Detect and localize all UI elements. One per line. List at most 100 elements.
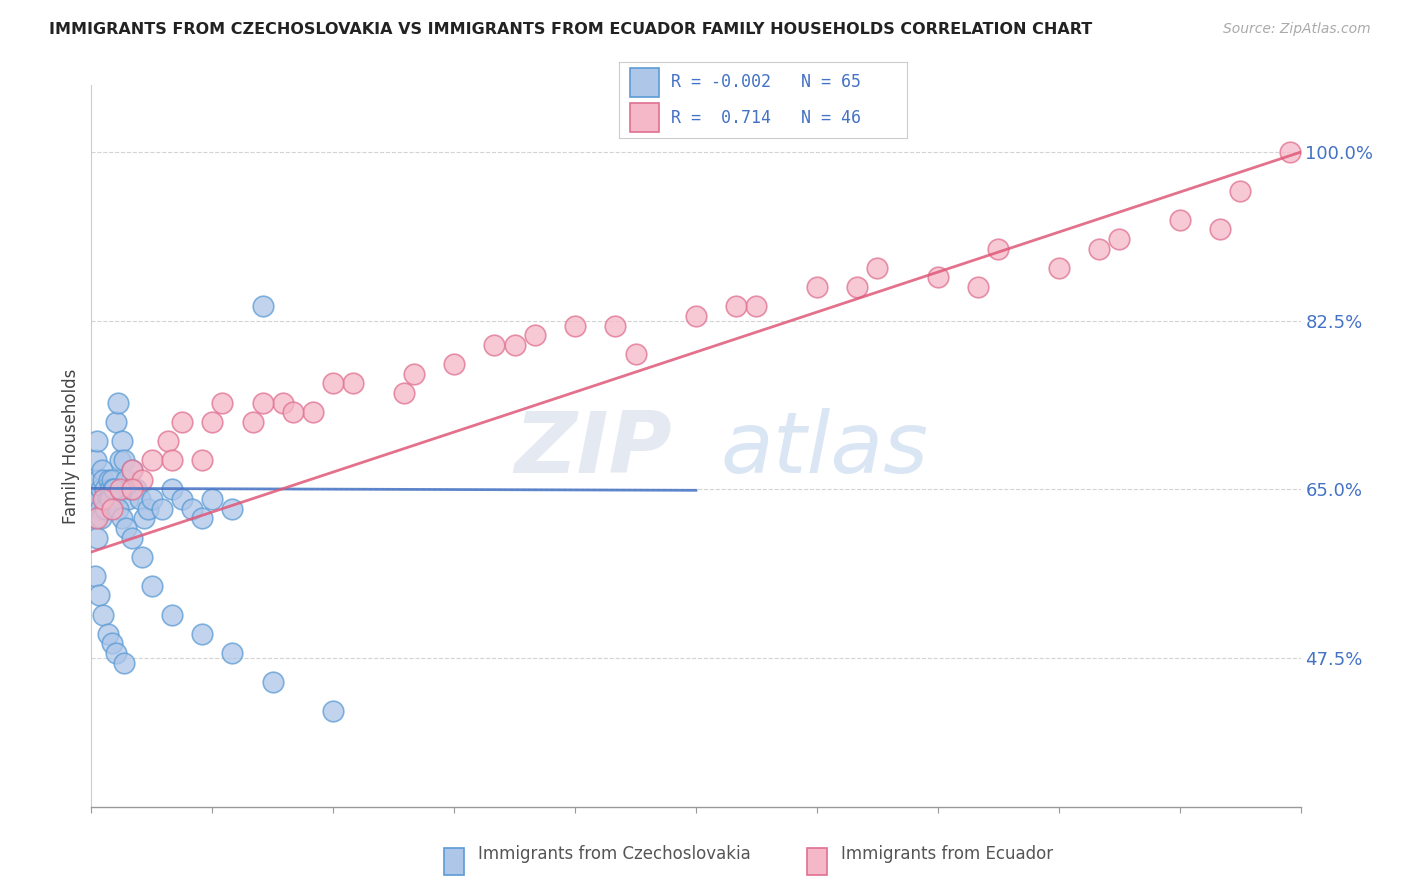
Point [160, 483, 183, 497]
Point [402, 367, 425, 381]
Point [181, 501, 204, 516]
Point [96, 627, 118, 641]
Point [89, 491, 111, 506]
Point [98, 483, 121, 497]
Point [342, 376, 364, 391]
Point [121, 463, 143, 477]
Point [97, 473, 120, 487]
Point [1229, 184, 1251, 198]
Point [302, 405, 325, 419]
Point [160, 453, 183, 467]
Text: atlas: atlas [720, 409, 928, 491]
Point [191, 511, 214, 525]
Point [523, 328, 546, 343]
Point [443, 357, 465, 371]
Point [967, 280, 990, 294]
Point [624, 347, 647, 361]
Point [93, 473, 115, 487]
Point [108, 483, 131, 497]
Point [100, 473, 122, 487]
Point [156, 434, 179, 449]
Bar [630, 103, 659, 132]
Point [100, 501, 122, 516]
Point [86, 453, 108, 467]
Point [114, 521, 136, 535]
Point [107, 395, 129, 409]
Point [84, 569, 107, 583]
Point [1209, 222, 1232, 236]
Point [89, 501, 111, 516]
Point [89, 588, 111, 602]
Point [221, 501, 243, 516]
Point [132, 511, 155, 525]
Point [90, 483, 112, 497]
Point [100, 636, 122, 650]
Point [987, 242, 1010, 256]
Point [1108, 232, 1130, 246]
Point [96, 491, 118, 506]
Point [150, 501, 173, 516]
Point [172, 491, 194, 506]
Bar [630, 68, 659, 96]
Point [94, 483, 117, 497]
Point [93, 491, 115, 506]
Point [271, 395, 294, 409]
Text: Immigrants from Czechoslovakia: Immigrants from Czechoslovakia [478, 845, 751, 863]
Point [141, 453, 163, 467]
Point [262, 675, 284, 690]
Point [101, 483, 124, 497]
Point [806, 280, 828, 294]
Point [98, 491, 121, 506]
Point [93, 491, 115, 506]
Text: Source: ZipAtlas.com: Source: ZipAtlas.com [1223, 22, 1371, 37]
Point [503, 338, 526, 352]
Point [114, 473, 136, 487]
Point [86, 511, 108, 525]
Point [211, 395, 233, 409]
Point [136, 501, 159, 516]
Point [846, 280, 869, 294]
Point [121, 531, 143, 545]
Point [112, 453, 135, 467]
Point [108, 453, 131, 467]
Point [128, 491, 150, 506]
Point [112, 656, 135, 670]
Text: Immigrants from Ecuador: Immigrants from Ecuador [841, 845, 1053, 863]
Text: R =  0.714   N = 46: R = 0.714 N = 46 [671, 109, 860, 127]
Point [86, 434, 108, 449]
Point [100, 491, 122, 506]
Point [191, 453, 214, 467]
Y-axis label: Family Households: Family Households [62, 368, 80, 524]
Point [104, 646, 127, 660]
Point [91, 463, 114, 477]
Point [107, 501, 129, 516]
Point [221, 646, 243, 660]
Point [201, 415, 224, 429]
Point [172, 415, 194, 429]
Point [1088, 242, 1111, 256]
Point [484, 338, 506, 352]
Point [191, 627, 214, 641]
Point [281, 405, 304, 419]
Point [322, 376, 344, 391]
Point [90, 511, 112, 525]
Point [131, 473, 153, 487]
Text: ZIP: ZIP [515, 409, 672, 491]
Point [94, 501, 117, 516]
Point [141, 579, 163, 593]
Point [87, 473, 110, 487]
Point [1168, 212, 1191, 227]
Point [96, 501, 118, 516]
Point [201, 491, 224, 506]
Point [685, 309, 707, 323]
Point [725, 299, 748, 313]
Point [103, 491, 125, 506]
Point [104, 415, 127, 429]
Point [1279, 145, 1302, 160]
Point [141, 491, 163, 506]
Point [83, 491, 105, 506]
Point [322, 704, 344, 718]
Point [125, 483, 148, 497]
Point [927, 270, 949, 285]
Point [252, 299, 274, 313]
